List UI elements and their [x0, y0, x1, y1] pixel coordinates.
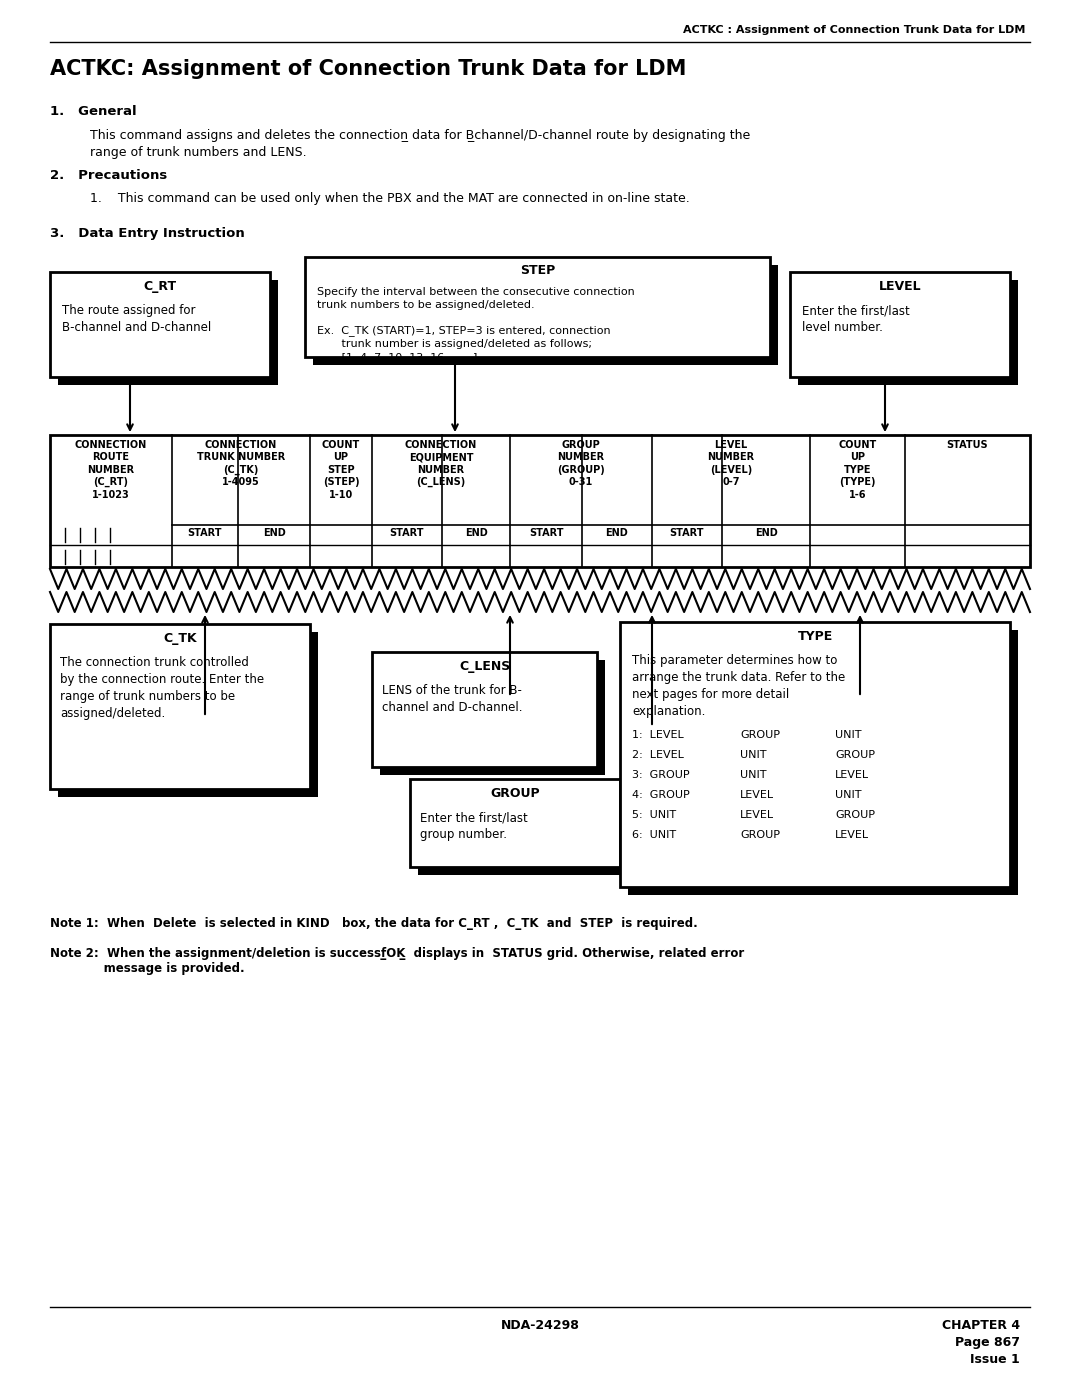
- Text: ACTKC: Assignment of Connection Trunk Data for LDM: ACTKC: Assignment of Connection Trunk Da…: [50, 59, 687, 80]
- Text: 3.   Data Entry Instruction: 3. Data Entry Instruction: [50, 226, 245, 240]
- Text: 6:  UNIT: 6: UNIT: [632, 830, 676, 840]
- Text: GROUP: GROUP: [835, 810, 875, 820]
- Bar: [50, 624, 310, 789]
- Text: C_TK: C_TK: [163, 631, 197, 645]
- Bar: [50, 272, 270, 377]
- Text: 5:  UNIT: 5: UNIT: [632, 810, 676, 820]
- Text: Enter the first/last
group number.: Enter the first/last group number.: [420, 812, 528, 841]
- Text: 2:  LEVEL: 2: LEVEL: [632, 750, 684, 760]
- Text: This parameter determines how to
arrange the trunk data. Refer to the
next pages: This parameter determines how to arrange…: [632, 654, 846, 718]
- Text: LEVEL: LEVEL: [835, 830, 869, 840]
- Text: Note 1:  When  Delete  is selected in KIND   box, the data for C_RT ,  C_TK  and: Note 1: When Delete is selected in KIND …: [50, 916, 698, 930]
- Text: UNIT: UNIT: [740, 750, 767, 760]
- Text: CONNECTION
TRUNK NUMBER
(C_TK)
1-4095: CONNECTION TRUNK NUMBER (C_TK) 1-4095: [197, 440, 285, 488]
- Text: GROUP: GROUP: [740, 731, 780, 740]
- Text: ACTKC : Assignment of Connection Trunk Data for LDM: ACTKC : Assignment of Connection Trunk D…: [683, 25, 1025, 35]
- Text: START: START: [529, 528, 564, 538]
- Text: GROUP: GROUP: [490, 787, 540, 800]
- Text: LEVEL: LEVEL: [835, 770, 869, 780]
- Text: Specify the interval between the consecutive connection
trunk numbers to be assi: Specify the interval between the consecu…: [318, 286, 635, 310]
- Text: CONNECTION
EQUIPMENT
NUMBER
(C_LENS): CONNECTION EQUIPMENT NUMBER (C_LENS): [405, 440, 477, 488]
- Text: GROUP: GROUP: [835, 750, 875, 760]
- Text: The route assigned for
B-channel and D-channel: The route assigned for B-channel and D-c…: [62, 305, 212, 334]
- Text: START: START: [390, 528, 424, 538]
- Bar: [418, 787, 627, 875]
- Text: 1.   General: 1. General: [50, 105, 137, 117]
- Text: C_LENS: C_LENS: [459, 659, 510, 673]
- Text: LEVEL: LEVEL: [879, 279, 921, 293]
- Text: LEVEL: LEVEL: [740, 810, 774, 820]
- Text: Note 2:  When the assignment/deletion is successf̲OK̲  displays in  STATUS grid.: Note 2: When the assignment/deletion is …: [50, 947, 744, 975]
- Text: LENS of the trunk for B-
channel and D-channel.: LENS of the trunk for B- channel and D-c…: [382, 685, 523, 714]
- Text: C_RT: C_RT: [144, 279, 176, 293]
- Text: 4:  GROUP: 4: GROUP: [632, 789, 690, 800]
- Text: UNIT: UNIT: [740, 770, 767, 780]
- Text: CHAPTER 4
Page 867
Issue 1: CHAPTER 4 Page 867 Issue 1: [942, 1319, 1020, 1366]
- Bar: [410, 780, 620, 868]
- Text: 3:  GROUP: 3: GROUP: [632, 770, 690, 780]
- Text: START: START: [188, 528, 222, 538]
- Text: END: END: [606, 528, 629, 538]
- Text: 1.    This command can be used only when the PBX and the MAT are connected in on: 1. This command can be used only when th…: [90, 191, 690, 205]
- Text: LEVEL: LEVEL: [740, 789, 774, 800]
- Text: END: END: [262, 528, 285, 538]
- Bar: [620, 622, 1010, 887]
- Text: This command assigns and deletes the connection̲ data for B̲channel/D-channel ro: This command assigns and deletes the con…: [90, 129, 751, 159]
- Text: COUNT
UP
STEP
(STEP)
1-10: COUNT UP STEP (STEP) 1-10: [322, 440, 360, 500]
- Text: CONNECTION
ROUTE
NUMBER
(C_RT)
1-1023: CONNECTION ROUTE NUMBER (C_RT) 1-1023: [75, 440, 147, 500]
- Text: TYPE: TYPE: [797, 630, 833, 643]
- Text: The connection trunk controlled
by the connection route. Enter the
range of trun: The connection trunk controlled by the c…: [60, 657, 265, 719]
- Text: Ex.  C_TK (START)=1, STEP=3 is entered, connection
       trunk number is assign: Ex. C_TK (START)=1, STEP=3 is entered, c…: [318, 326, 610, 362]
- Text: UNIT: UNIT: [835, 731, 862, 740]
- Text: LEVEL
NUMBER
(LEVEL)
0-7: LEVEL NUMBER (LEVEL) 0-7: [707, 440, 755, 488]
- Text: START: START: [670, 528, 704, 538]
- Bar: [50, 434, 1030, 567]
- Text: 2.   Precautions: 2. Precautions: [50, 169, 167, 182]
- Text: NDA-24298: NDA-24298: [500, 1319, 580, 1331]
- Bar: [372, 652, 597, 767]
- Bar: [305, 257, 770, 358]
- Bar: [313, 265, 778, 365]
- Bar: [58, 279, 278, 386]
- Bar: [627, 630, 1018, 895]
- Text: STEP: STEP: [519, 264, 555, 277]
- Text: GROUP
NUMBER
(GROUP)
0-31: GROUP NUMBER (GROUP) 0-31: [557, 440, 605, 488]
- Text: UNIT: UNIT: [835, 789, 862, 800]
- Text: END: END: [464, 528, 487, 538]
- Text: 1:  LEVEL: 1: LEVEL: [632, 731, 684, 740]
- Bar: [789, 272, 1010, 377]
- Text: END: END: [755, 528, 778, 538]
- Bar: [798, 279, 1018, 386]
- Text: GROUP: GROUP: [740, 830, 780, 840]
- Text: COUNT
UP
TYPE
(TYPE)
1-6: COUNT UP TYPE (TYPE) 1-6: [838, 440, 877, 500]
- Bar: [380, 659, 605, 775]
- Text: STATUS: STATUS: [947, 440, 988, 450]
- Text: Enter the first/last
level number.: Enter the first/last level number.: [802, 305, 909, 334]
- Bar: [58, 631, 318, 798]
